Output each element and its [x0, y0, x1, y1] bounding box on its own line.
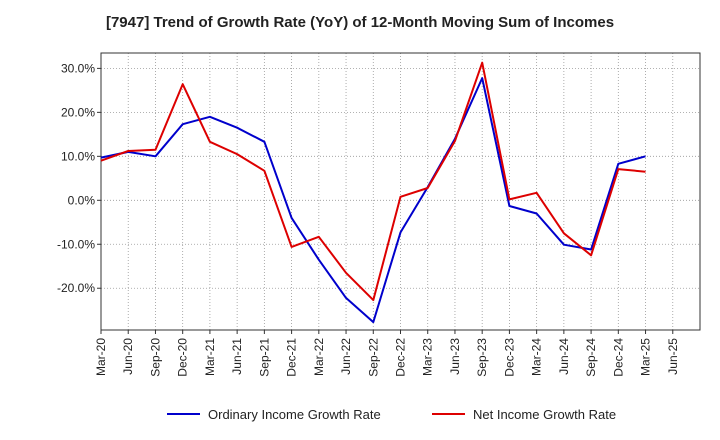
x-tick-label: Jun-20	[121, 338, 135, 375]
x-tick-label: Sep-21	[257, 338, 271, 377]
x-tick-label: Jun-24	[557, 338, 571, 375]
y-tick-label: 10.0%	[61, 149, 95, 163]
x-tick-label: Sep-24	[584, 338, 598, 377]
series-line-2	[100, 61, 646, 302]
x-tick-label: Dec-20	[176, 338, 190, 377]
y-tick-label: -10.0%	[57, 237, 95, 251]
x-tick-label: Jun-25	[666, 338, 680, 375]
legend-label-2: Net Income Growth Rate	[473, 407, 616, 422]
legend-label-1: Ordinary Income Growth Rate	[208, 407, 381, 422]
x-tick-label: Mar-25	[639, 338, 653, 376]
series-layer	[100, 61, 646, 324]
x-tick-label: Mar-21	[203, 338, 217, 376]
x-tick-label: Sep-20	[148, 338, 162, 377]
y-tick-label: 0.0%	[68, 193, 96, 207]
y-tick-label: 30.0%	[61, 61, 95, 75]
grid-layer	[101, 53, 700, 330]
x-tick-label: Sep-23	[475, 338, 489, 377]
x-tick-label: Mar-22	[312, 338, 326, 376]
x-tick-label: Mar-24	[530, 338, 544, 376]
x-tick-label: Dec-23	[502, 338, 516, 377]
x-tick-label: Jun-22	[339, 338, 353, 375]
x-tick-label: Mar-23	[421, 338, 435, 376]
x-tick-label: Jun-23	[448, 338, 462, 375]
x-tick-label: Dec-24	[611, 338, 625, 377]
x-tick-label: Sep-22	[366, 338, 380, 377]
x-tick-label: Dec-22	[394, 338, 408, 377]
y-tick-label: 20.0%	[61, 105, 95, 119]
x-tick-label: Mar-20	[94, 338, 108, 376]
series-line-1	[100, 77, 646, 324]
y-tick-label: -20.0%	[57, 281, 95, 295]
chart-title: [7947] Trend of Growth Rate (YoY) of 12-…	[105, 14, 615, 31]
x-tick-label: Jun-21	[230, 338, 244, 375]
legend-layer: Ordinary Income Growth Rate Net Income Gr…	[167, 407, 616, 422]
x-tick-label: Dec-21	[285, 338, 299, 377]
axis-layer: 30.0% 20.0% 10.0% 0.0% -10.0% -20.0% Mar-20 Jun…	[57, 52, 701, 377]
